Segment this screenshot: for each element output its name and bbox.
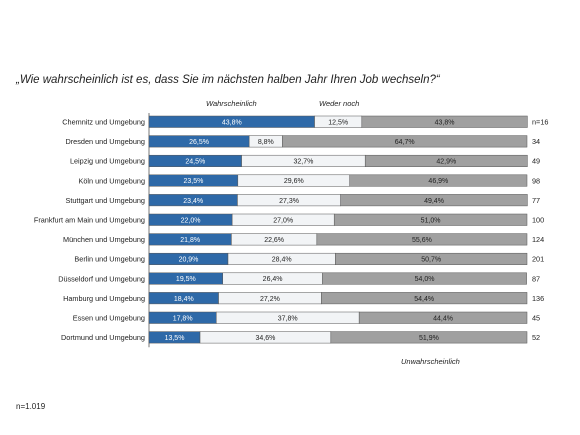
sample-size-label: 87 bbox=[532, 274, 540, 283]
data-label: 54,4% bbox=[414, 296, 434, 303]
category-label: Düsseldorf und Umgebung bbox=[58, 274, 145, 283]
data-label: 22,6% bbox=[264, 237, 284, 244]
sample-size-label: 45 bbox=[532, 313, 540, 322]
data-label: 64,7% bbox=[395, 139, 415, 146]
data-label: 27,2% bbox=[260, 296, 280, 303]
data-label: 28,4% bbox=[272, 257, 292, 264]
data-label: 26,5% bbox=[189, 139, 209, 146]
category-label: Chemnitz und Umgebung bbox=[62, 117, 145, 126]
data-label: 23,5% bbox=[183, 178, 203, 185]
sample-size-label: 136 bbox=[532, 294, 544, 303]
category-label: Stuttgart und Umgebung bbox=[65, 196, 145, 205]
bar-segment bbox=[358, 311, 528, 324]
data-label: 51,0% bbox=[421, 217, 441, 224]
category-label: Dresden und Umgebung bbox=[65, 137, 145, 146]
data-label: 13,5% bbox=[165, 335, 185, 342]
bar-segment bbox=[282, 135, 528, 148]
data-label: 26,4% bbox=[263, 276, 283, 283]
data-label: 23,4% bbox=[183, 198, 203, 205]
data-label: 34,6% bbox=[255, 335, 275, 342]
bar-segment bbox=[321, 292, 528, 305]
category-label: Köln und Umgebung bbox=[78, 176, 145, 185]
category-label: Dortmund und Umgebung bbox=[61, 333, 145, 342]
sample-size-label: 77 bbox=[532, 196, 540, 205]
sample-size-label: 201 bbox=[532, 255, 544, 264]
bar-segment bbox=[349, 174, 528, 187]
sample-size-footnote: n=1.019 bbox=[16, 402, 46, 411]
data-label: 21,8% bbox=[180, 237, 200, 244]
bar-segment bbox=[322, 272, 527, 285]
data-label: 37,8% bbox=[278, 315, 298, 322]
data-label: 27,0% bbox=[273, 217, 293, 224]
data-label: 43,8% bbox=[435, 119, 455, 126]
legend-wahrscheinlich: Wahrscheinlich bbox=[206, 99, 257, 108]
legend-weder-noch: Weder noch bbox=[319, 99, 360, 108]
data-label: 49,4% bbox=[424, 198, 444, 205]
data-label: 27,3% bbox=[279, 198, 299, 205]
category-label: Essen und Umgebung bbox=[73, 313, 145, 322]
data-label: 17,8% bbox=[173, 315, 193, 322]
data-label: 46,9% bbox=[428, 178, 448, 185]
chart-title: „Wie wahrscheinlich ist es, dass Sie im … bbox=[16, 74, 440, 86]
category-label: Hamburg und Umgebung bbox=[63, 294, 145, 303]
category-label: Leipzig und Umgebung bbox=[70, 157, 145, 166]
category-label: Frankfurt am Main und Umgebung bbox=[34, 215, 145, 224]
data-label: 43,8% bbox=[222, 119, 242, 126]
data-label: 20,9% bbox=[179, 257, 199, 264]
sample-size-label: 52 bbox=[532, 333, 540, 342]
sample-size-label: 100 bbox=[532, 215, 544, 224]
data-label: 54,0% bbox=[415, 276, 435, 283]
category-label: München und Umgebung bbox=[63, 235, 145, 244]
bar-segment bbox=[333, 213, 528, 226]
bar-segment bbox=[316, 233, 528, 246]
data-label: 29,6% bbox=[284, 178, 304, 185]
sample-size-label: 49 bbox=[532, 157, 540, 166]
data-label: 50,7% bbox=[421, 257, 441, 264]
sample-size-label: n=16 bbox=[532, 117, 548, 126]
bar-segment bbox=[361, 115, 528, 128]
data-label: 32,7% bbox=[293, 159, 313, 166]
data-label: 22,0% bbox=[181, 217, 201, 224]
data-label: 55,6% bbox=[412, 237, 432, 244]
data-label: 42,9% bbox=[436, 159, 456, 166]
category-label: Berlin und Umgebung bbox=[74, 255, 145, 264]
data-label: 19,5% bbox=[176, 276, 196, 283]
bar-segment bbox=[330, 331, 528, 344]
data-label: 44,4% bbox=[433, 315, 453, 322]
sample-size-label: 34 bbox=[532, 137, 540, 146]
bar-segment bbox=[340, 194, 528, 207]
bar-segment bbox=[364, 154, 528, 167]
sample-size-label: 98 bbox=[532, 176, 540, 185]
data-label: 8,8% bbox=[258, 139, 274, 146]
sample-size-label: 124 bbox=[532, 235, 544, 244]
bar-segment bbox=[335, 252, 528, 265]
legend-unwahrscheinlich: Unwahrscheinlich bbox=[401, 357, 460, 366]
data-label: 51,9% bbox=[419, 335, 439, 342]
data-label: 18,4% bbox=[174, 296, 194, 303]
data-label: 24,5% bbox=[185, 159, 205, 166]
data-label: 12,5% bbox=[328, 119, 348, 126]
